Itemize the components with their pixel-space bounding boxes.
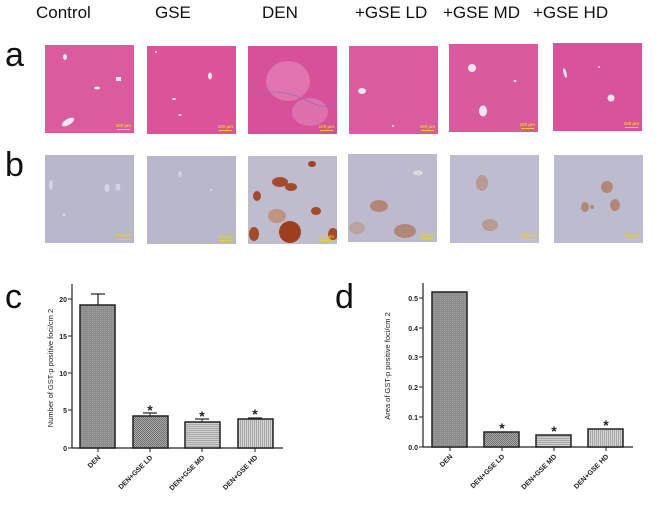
scale-bar: 100 µm — [217, 124, 233, 131]
x-tick-label: DEN+GSE HD — [222, 454, 259, 491]
y-tick-label: 5 — [63, 408, 67, 415]
bar-den-gse-ld — [132, 415, 169, 449]
ihc-image-gse: 200 µm — [147, 156, 236, 244]
y-tick-label: 0.5 — [408, 296, 418, 303]
ihc-image-den: 200 µm — [248, 156, 337, 244]
bar-den-gse-md — [184, 421, 221, 449]
y-tick-label: 0.4 — [408, 326, 418, 333]
significance-star: * — [603, 417, 609, 433]
x-tick-label: DEN+GSE LD — [470, 453, 507, 490]
scale-bar: 100 µm — [115, 123, 131, 130]
x-tick-label: DEN+GSE HD — [573, 453, 610, 490]
x-tick-label: DEN+GSE LD — [118, 454, 155, 491]
y-tick-label: 0.0 — [408, 445, 418, 452]
panel-letter-c: c — [5, 278, 22, 316]
scale-bar: 100 µm — [623, 121, 639, 128]
column-label-gse-md: +GSE MD — [443, 3, 520, 22]
column-label-gse-hd: +GSE HD — [533, 3, 609, 22]
y-tick-label: 20 — [59, 297, 67, 304]
he-image-control: 100 µm — [45, 45, 134, 133]
y-tick-label: 10 — [59, 371, 67, 378]
column-label-den: DEN — [262, 3, 298, 22]
chart-d-foci-area: 0.0 0.1 0.2 0.3 0.4 0.5 Area of GST-p po… — [383, 283, 633, 491]
chart-c-foci-number: 0 5 10 15 20 Number of GST-p positive fo… — [46, 284, 283, 492]
scale-bar: 200 µm — [520, 233, 536, 240]
panel-letter-d: d — [335, 278, 354, 316]
ihc-image-control: 200 µm — [45, 155, 134, 243]
significance-star: * — [499, 420, 505, 436]
y-axis-label: Number of GST-p positive foci/cm 2 — [46, 309, 55, 427]
panel-letter-a: a — [5, 36, 24, 74]
y-tick-label: 0 — [63, 446, 67, 453]
significance-star: * — [147, 402, 153, 418]
he-image-den: 100 µm — [248, 46, 337, 134]
y-tick-label: 0.2 — [408, 385, 418, 392]
scale-bar: 200 µm — [624, 233, 640, 240]
significance-star: * — [551, 423, 557, 439]
scale-bar: 200 µm — [115, 233, 131, 240]
scale-bar: 100 µm — [519, 122, 535, 129]
ihc-image-gse-hd: 200 µm — [554, 155, 643, 243]
scale-bar: 100 µm — [419, 124, 435, 131]
bar-den-gse-hd — [237, 418, 274, 449]
x-tick-label: DEN+GSE MD — [521, 453, 559, 491]
scale-bar: 200 µm — [318, 234, 334, 241]
x-tick-label: DEN — [439, 453, 454, 468]
he-image-gse-ld: 100 µm — [349, 46, 438, 134]
he-image-gse: 100 µm — [147, 46, 236, 134]
column-label-gse: GSE — [155, 3, 191, 22]
bar-den — [79, 304, 116, 449]
y-tick-label: 0.3 — [408, 355, 418, 362]
he-image-gse-md: 100 µm — [449, 44, 538, 132]
column-label-control: Control — [36, 3, 91, 22]
scale-bar: 200 µm — [418, 232, 434, 239]
y-tick-label: 15 — [59, 334, 67, 341]
ihc-image-gse-md: 200 µm — [450, 155, 539, 243]
ihc-image-gse-ld: 200 µm — [348, 154, 437, 242]
y-tick-label: 0.1 — [408, 415, 418, 422]
panel-letter-b: b — [5, 146, 24, 184]
significance-star: * — [199, 408, 205, 424]
scale-bar: 100 µm — [318, 124, 334, 131]
scale-bar: 200 µm — [217, 234, 233, 241]
x-tick-label: DEN — [87, 454, 102, 469]
significance-star: * — [252, 406, 258, 422]
column-label-gse-ld: +GSE LD — [355, 3, 428, 22]
y-axis-label: Area of GST-p positive foci/cm 2 — [383, 312, 392, 420]
bar-den — [431, 291, 468, 448]
x-tick-label: DEN+GSE MD — [169, 454, 207, 492]
he-image-gse-hd: 100 µm — [553, 43, 642, 131]
